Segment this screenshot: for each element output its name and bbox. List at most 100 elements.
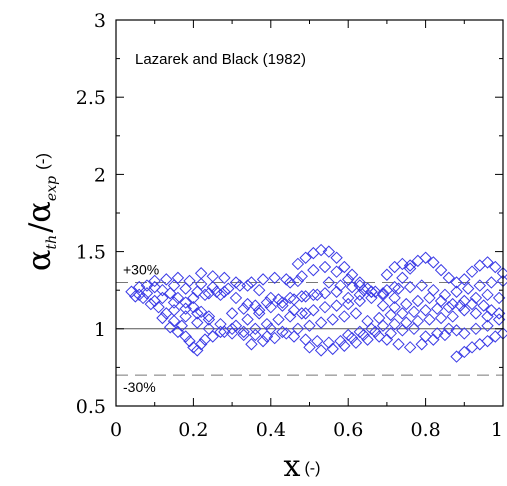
data-point xyxy=(156,311,169,325)
data-point xyxy=(326,313,339,326)
data-point xyxy=(434,263,448,277)
data-point xyxy=(179,302,192,315)
data-point xyxy=(496,274,507,288)
data-point xyxy=(276,325,289,339)
data-point xyxy=(194,277,208,291)
data-point xyxy=(148,280,161,294)
data-point xyxy=(167,314,181,328)
data-point xyxy=(376,299,390,312)
data-point xyxy=(140,279,154,292)
data-point xyxy=(202,313,216,326)
data-point xyxy=(218,271,231,285)
data-point xyxy=(268,331,281,345)
data-point xyxy=(272,293,285,306)
data-point xyxy=(241,297,254,311)
data-point xyxy=(496,327,507,340)
data-point xyxy=(225,307,239,320)
data-point xyxy=(167,279,181,292)
x-tick-label: 0.6 xyxy=(333,419,363,441)
reference-label-minus: -30% xyxy=(123,379,156,395)
data-point xyxy=(225,322,239,336)
data-point xyxy=(214,288,227,302)
data-point xyxy=(283,291,297,305)
data-point xyxy=(353,325,367,339)
data-point xyxy=(171,325,185,339)
data-point xyxy=(403,280,417,294)
data-point xyxy=(307,263,320,277)
data-point xyxy=(322,276,336,289)
data-point xyxy=(330,285,343,298)
data-point xyxy=(330,265,343,278)
data-point xyxy=(481,256,494,269)
data-point xyxy=(206,270,219,283)
data-point xyxy=(353,288,367,302)
data-point xyxy=(183,274,196,288)
data-point xyxy=(326,342,339,356)
data-point xyxy=(431,327,444,340)
data-point xyxy=(376,287,390,300)
data-point xyxy=(191,307,204,320)
data-point xyxy=(171,271,185,285)
data-point xyxy=(260,296,274,309)
data-point xyxy=(403,341,417,354)
data-point xyxy=(384,327,397,340)
data-point xyxy=(376,319,390,332)
data-point xyxy=(233,279,247,292)
data-point xyxy=(473,338,486,351)
data-point xyxy=(194,267,208,280)
data-point xyxy=(353,294,367,308)
data-point xyxy=(299,333,312,346)
data-point xyxy=(365,291,378,305)
data-point xyxy=(194,305,208,319)
data-point xyxy=(489,260,502,274)
y-tick-label: 3 xyxy=(94,10,106,32)
data-point xyxy=(214,325,227,339)
data-point xyxy=(450,350,463,363)
data-point xyxy=(175,319,188,332)
data-point xyxy=(465,265,479,278)
data-point xyxy=(280,327,293,340)
data-point xyxy=(307,304,320,317)
y-tick-label: 2 xyxy=(94,164,106,186)
data-point xyxy=(295,290,308,303)
data-point xyxy=(187,300,200,314)
data-point xyxy=(198,333,212,346)
data-point xyxy=(179,282,192,295)
data-point xyxy=(458,327,471,340)
data-point xyxy=(291,274,305,288)
data-point xyxy=(295,270,308,283)
data-point xyxy=(191,285,204,298)
data-point xyxy=(256,334,270,348)
data-point xyxy=(245,338,258,351)
data-point xyxy=(458,345,471,359)
data-point xyxy=(179,310,192,323)
data-point xyxy=(357,283,370,297)
data-point xyxy=(485,276,498,289)
data-point xyxy=(388,280,401,294)
data-point xyxy=(299,307,312,320)
data-point xyxy=(125,285,138,298)
data-point xyxy=(179,296,192,309)
data-point xyxy=(307,288,320,302)
data-point xyxy=(194,338,208,351)
data-point xyxy=(280,273,293,286)
data-point xyxy=(202,310,216,323)
data-point xyxy=(481,319,494,332)
data-point xyxy=(264,291,278,305)
data-point xyxy=(423,291,436,305)
data-point xyxy=(396,324,409,337)
data-point xyxy=(388,300,401,314)
data-point xyxy=(295,307,308,320)
data-point xyxy=(481,310,494,323)
data-point xyxy=(303,319,316,332)
data-point xyxy=(349,336,363,349)
data-point xyxy=(469,322,483,336)
data-point xyxy=(229,319,243,332)
data-point xyxy=(341,297,355,311)
data-point xyxy=(357,328,370,342)
data-point xyxy=(396,257,409,271)
data-point xyxy=(206,280,219,294)
data-points xyxy=(125,243,507,363)
data-point xyxy=(450,285,463,298)
data-point xyxy=(311,288,324,302)
